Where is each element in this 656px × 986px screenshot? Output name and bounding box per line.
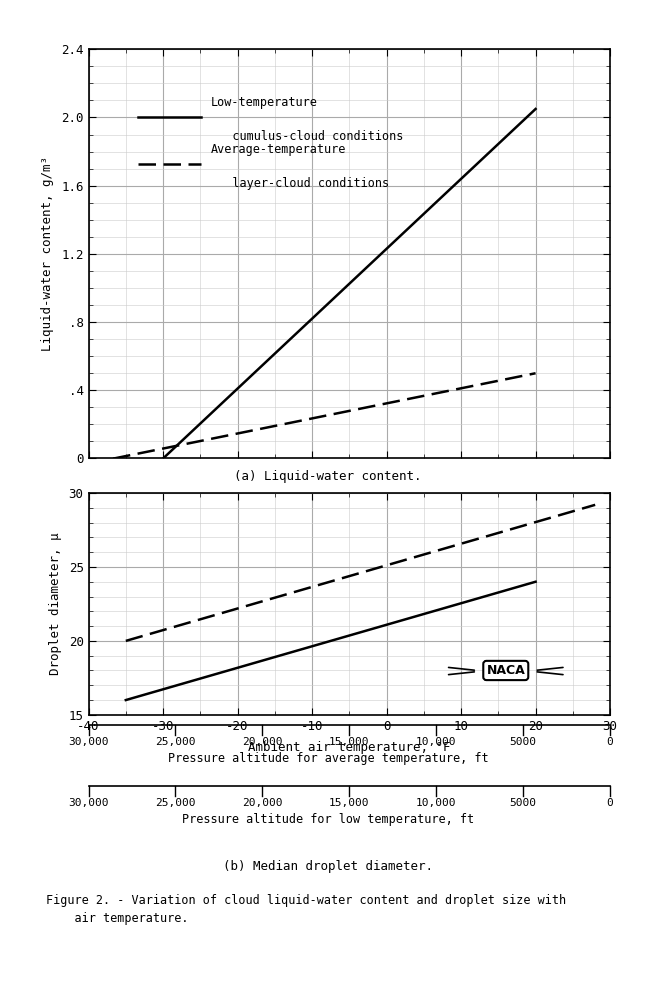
Text: 10,000: 10,000 [416,737,457,746]
Text: Low-temperature: Low-temperature [211,96,318,108]
Text: 5000: 5000 [510,737,537,746]
Text: 30,000: 30,000 [68,798,109,808]
Text: layer-cloud conditions: layer-cloud conditions [211,177,389,190]
Text: Pressure altitude for average temperature, ft: Pressure altitude for average temperatur… [168,752,488,765]
Text: Figure 2. - Variation of cloud liquid-water content and droplet size with: Figure 2. - Variation of cloud liquid-wa… [46,894,566,907]
Text: (b) Median droplet diameter.: (b) Median droplet diameter. [223,860,433,873]
Text: 25,000: 25,000 [155,737,195,746]
Text: 15,000: 15,000 [329,737,369,746]
Text: NACA: NACA [486,664,525,677]
Text: 0: 0 [607,798,613,808]
Text: 15,000: 15,000 [329,798,369,808]
Y-axis label: Liquid-water content, g/m³: Liquid-water content, g/m³ [41,157,54,351]
Text: 20,000: 20,000 [242,737,283,746]
Text: (a) Liquid-water content.: (a) Liquid-water content. [234,470,422,483]
Text: 30,000: 30,000 [68,737,109,746]
X-axis label: Ambient air temperature, °F: Ambient air temperature, °F [248,741,451,754]
Text: 10,000: 10,000 [416,798,457,808]
Text: 20,000: 20,000 [242,798,283,808]
Text: 25,000: 25,000 [155,798,195,808]
Text: 0: 0 [607,737,613,746]
Y-axis label: Droplet diameter, μ: Droplet diameter, μ [49,532,62,675]
Text: cumulus-cloud conditions: cumulus-cloud conditions [211,130,403,143]
Text: Pressure altitude for low temperature, ft: Pressure altitude for low temperature, f… [182,813,474,826]
Text: Average-temperature: Average-temperature [211,143,346,156]
Text: air temperature.: air temperature. [46,912,188,925]
Text: 5000: 5000 [510,798,537,808]
